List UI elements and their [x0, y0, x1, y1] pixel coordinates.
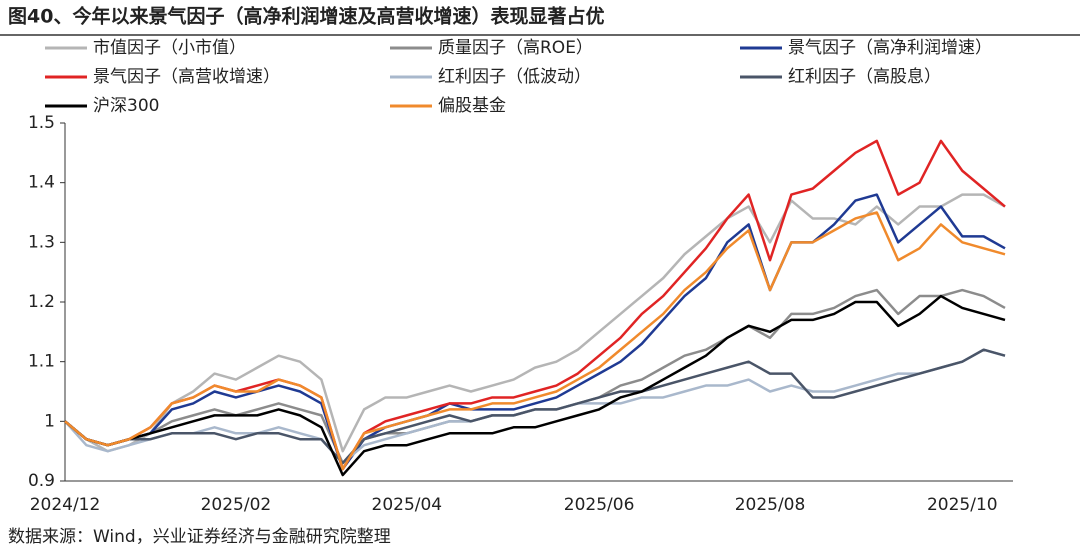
series-line	[64, 294, 1006, 477]
series-line	[64, 288, 1006, 465]
legend-label: 质量因子（高ROE）	[438, 38, 593, 58]
y-tick-label: 1.4	[28, 173, 55, 193]
series-line	[64, 193, 1006, 471]
legend-label: 景气因子（高营收增速）	[93, 67, 280, 87]
y-tick-label: 1.5	[28, 113, 55, 133]
y-tick-label: 1.3	[28, 232, 55, 252]
legend-label: 景气因子（高净利润增速）	[788, 38, 992, 58]
legend-label: 红利因子（低波动）	[438, 67, 591, 87]
legend-label: 市值因子（小市值）	[93, 38, 246, 58]
x-tick-label: 2025/04	[372, 495, 443, 515]
legend-label: 红利因子（高股息）	[788, 67, 941, 87]
source-note: 数据来源：Wind，兴业证券经济与金融研究院整理	[8, 527, 391, 547]
y-tick-label: 0.9	[28, 471, 55, 491]
series-line	[64, 348, 1006, 465]
y-tick-label: 1.1	[28, 352, 55, 372]
x-tick-label: 2025/06	[564, 495, 635, 515]
legend-label: 沪深300	[93, 96, 159, 116]
x-tick-label: 2025/10	[927, 495, 998, 515]
y-tick-label: 1.2	[28, 292, 55, 312]
x-tick-label: 2024/12	[30, 495, 101, 515]
series-line	[64, 211, 1006, 471]
series-line	[64, 139, 1006, 471]
y-tick-label: 1	[44, 411, 55, 431]
legend-label: 偏股基金	[438, 96, 506, 116]
x-tick-label: 2025/08	[735, 495, 806, 515]
chart-title: 图40、今年以来景气因子（高净利润增速及高营收增速）表现显著占优	[8, 5, 604, 28]
x-tick-label: 2025/02	[201, 495, 272, 515]
